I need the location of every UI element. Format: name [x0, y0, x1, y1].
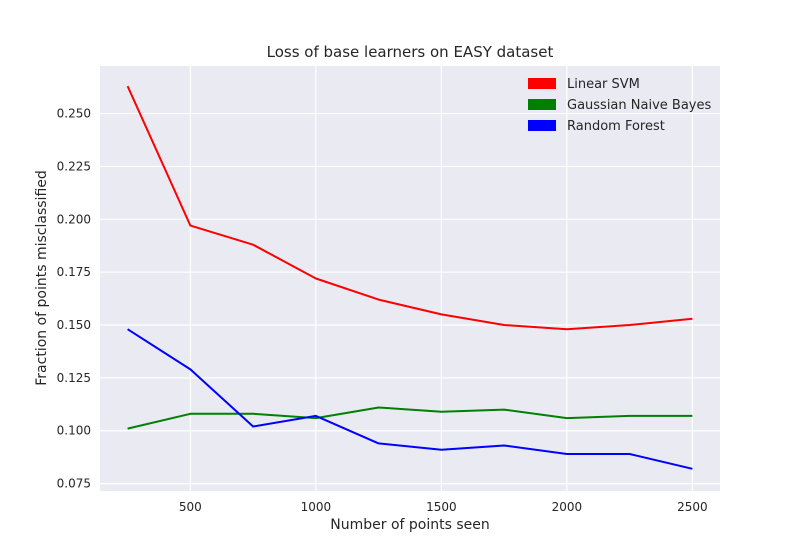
y-tick-label: 0.250 [57, 107, 91, 121]
x-tick-label: 2000 [552, 500, 583, 514]
plot-background [100, 66, 720, 491]
series-line-random-forest [127, 328, 693, 470]
legend-label: Random Forest [567, 119, 665, 134]
legend-swatch [528, 78, 556, 89]
legend-label: Gaussian Naive Bayes [567, 98, 711, 113]
x-axis-title: Number of points seen [330, 517, 489, 533]
series-line-linear-svm [126, 85, 693, 331]
y-axis-title: Fraction of points misclassified [34, 170, 50, 386]
y-tick-label: 0.150 [57, 318, 91, 332]
x-tick-label: 2500 [677, 500, 708, 514]
y-tick-label: 0.175 [57, 265, 91, 279]
y-tick-label: 0.225 [57, 159, 91, 173]
series-layer [126, 85, 693, 470]
legend: Linear SVM Gaussian Naive Bayes Random For… [528, 77, 711, 134]
legend-swatch [528, 120, 556, 131]
y-tick-label: 0.200 [57, 212, 91, 226]
legend-label: Linear SVM [567, 77, 640, 92]
y-tick-label: 0.125 [57, 371, 91, 385]
legend-swatch [528, 99, 556, 110]
tick-labels: 500 1000 1500 2000 2500 0.075 0.100 0.125 0.150 0… [57, 107, 708, 514]
x-tick-label: 1000 [301, 500, 332, 514]
x-tick-label: 500 [179, 500, 202, 514]
chart-title: Loss of base learners on EASY dataset [267, 43, 554, 61]
series-line-gaussian-naive-bayes [127, 406, 693, 430]
x-tick-label: 1500 [426, 500, 457, 514]
y-tick-label: 0.100 [57, 424, 91, 438]
y-tick-label: 0.075 [57, 477, 91, 491]
